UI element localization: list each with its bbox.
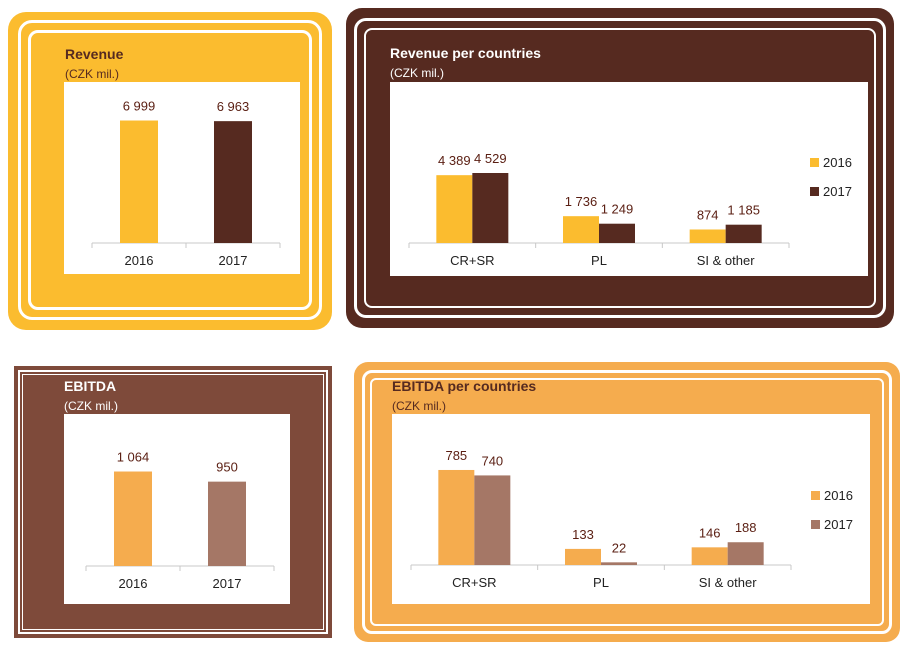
revenue-countries-subtitle: (CZK mil.) xyxy=(390,66,444,80)
bar-pl-2017 xyxy=(601,562,637,565)
data-label-si-other-2017: 188 xyxy=(735,520,757,535)
category-label-pl: PL xyxy=(591,253,607,268)
legend-swatch-2016 xyxy=(810,158,819,167)
category-label-2016: 2016 xyxy=(119,576,148,591)
category-label-si-other: SI & other xyxy=(697,253,755,268)
bar-2017 xyxy=(214,121,252,243)
revenue-plot: 6 999 2016 6 963 2017 xyxy=(64,82,300,274)
data-label-si-other-2017: 1 185 xyxy=(727,203,760,218)
bar-si-other-2017 xyxy=(725,224,762,243)
ebitda-panel: EBITDA (CZK mil.) 1 064 2016 950 2017 xyxy=(14,366,332,638)
data-label-2017: 950 xyxy=(216,460,238,475)
data-label-pl-2017: 22 xyxy=(612,540,626,555)
data-label-cr-sr-2017: 4 529 xyxy=(474,151,507,166)
data-label-pl-2017: 1 249 xyxy=(601,202,634,217)
bar-cr-sr-2017 xyxy=(474,475,511,565)
data-label-cr-sr-2016: 4 389 xyxy=(438,153,471,168)
legend-label-2017: 2017 xyxy=(823,184,852,199)
data-label-si-other-2016: 146 xyxy=(699,525,721,540)
data-label-pl-2016: 133 xyxy=(572,527,594,542)
category-label-pl: PL xyxy=(593,575,609,590)
data-label-si-other-2016: 874 xyxy=(697,207,719,222)
data-label-pl-2016: 1 736 xyxy=(565,194,598,209)
data-label-cr-sr-2017: 740 xyxy=(481,453,503,468)
legend-label-2017: 2017 xyxy=(824,517,853,532)
ebitda-countries-chart: 785 740 CR+SR 133 22 PL 146 188 SI & other 2016 20… xyxy=(410,448,853,590)
revenue-countries-panel: Revenue per countries (CZK mil.) 4 389 4 … xyxy=(346,8,894,328)
category-label-2016: 2016 xyxy=(125,253,154,268)
ebitda-title: EBITDA xyxy=(64,378,117,394)
revenue-subtitle: (CZK mil.) xyxy=(65,67,119,81)
ebitda-countries-plot: 785 740 CR+SR 133 22 PL 146 188 SI & other 2016 20… xyxy=(392,414,870,604)
data-label-2016: 1 064 xyxy=(117,450,150,465)
bar-2016 xyxy=(120,120,158,243)
data-label-2016: 6 999 xyxy=(123,99,156,114)
bar-si-other-2016 xyxy=(689,229,726,243)
revenue-title: Revenue xyxy=(65,46,124,62)
bar-cr-sr-2016 xyxy=(436,175,473,243)
data-label-cr-sr-2016: 785 xyxy=(445,448,467,463)
bar-2016 xyxy=(114,471,152,566)
ebitda-subtitle: (CZK mil.) xyxy=(64,399,118,413)
bar-si-other-2017 xyxy=(727,542,764,565)
legend-swatch-2017 xyxy=(811,520,820,529)
category-label-si-other: SI & other xyxy=(699,575,757,590)
bar-pl-2016 xyxy=(565,548,601,565)
ebitda-plot: 1 064 2016 950 2017 xyxy=(64,414,290,604)
legend-label-2016: 2016 xyxy=(823,155,852,170)
bar-pl-2016 xyxy=(563,216,599,243)
bar-cr-sr-2016 xyxy=(438,469,475,565)
legend-label-2016: 2016 xyxy=(824,488,853,503)
bar-pl-2017 xyxy=(599,223,635,243)
legend-swatch-2016 xyxy=(811,491,820,500)
category-label-cr-sr: CR+SR xyxy=(450,253,494,268)
ebitda-countries-title: EBITDA per countries xyxy=(392,378,537,394)
ebitda-chart: 1 064 2016 950 2017 xyxy=(85,450,275,591)
category-label-2017: 2017 xyxy=(213,576,242,591)
legend-swatch-2017 xyxy=(810,187,819,196)
bar-2017 xyxy=(208,481,246,566)
revenue-chart: 6 999 2016 6 963 2017 xyxy=(91,99,281,268)
revenue-panel: Revenue (CZK mil.) 6 999 2016 6 963 2017 xyxy=(8,12,332,330)
revenue-countries-title: Revenue per countries xyxy=(390,45,541,61)
revenue-countries-plot: 4 389 4 529 CR+SR 1 736 1 249 PL 874 1 185 SI & … xyxy=(390,82,868,276)
data-label-2017: 6 963 xyxy=(217,99,250,114)
bar-cr-sr-2017 xyxy=(472,173,509,243)
ebitda-countries-panel: EBITDA per countries (CZK mil.) 785 740 CR… xyxy=(354,362,900,642)
bar-si-other-2016 xyxy=(691,547,728,565)
category-label-cr-sr: CR+SR xyxy=(452,575,496,590)
ebitda-countries-subtitle: (CZK mil.) xyxy=(392,399,446,413)
category-label-2017: 2017 xyxy=(219,253,248,268)
